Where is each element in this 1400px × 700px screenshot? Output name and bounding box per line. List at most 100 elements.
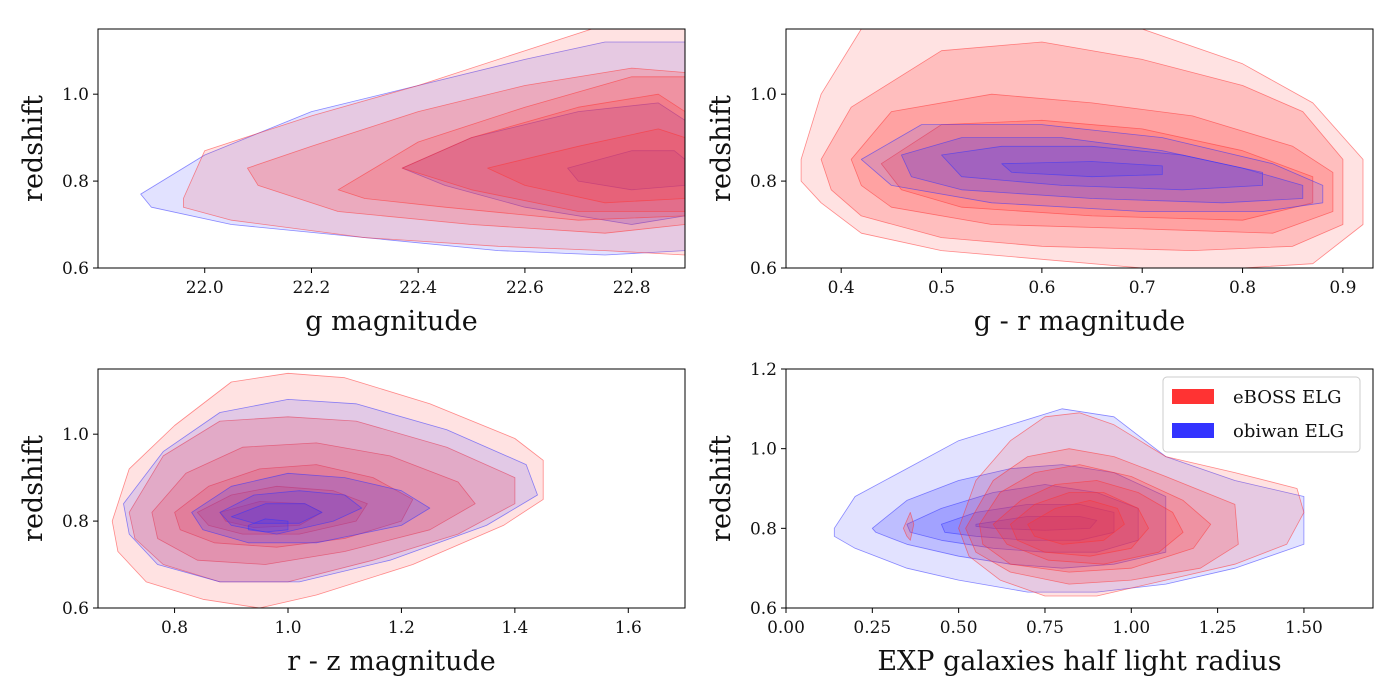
x-axis-label: r - z magnitude (287, 646, 496, 677)
contour-obiwan-elg-level-1 (833, 408, 1305, 593)
contour-obiwan-elg-level-3 (941, 145, 1263, 191)
axes-frame (785, 368, 1374, 609)
series-obiwan-elg (123, 398, 538, 583)
y-tick-label: 0.8 (750, 519, 777, 539)
legend-label-eboss: eBOSS ELG (1233, 387, 1342, 408)
x-axis-label: g magnitude (305, 306, 477, 337)
y-tick-label: 0.8 (750, 172, 777, 192)
contour-eboss-elg-level-4 (880, 119, 1314, 221)
x-tick-label: 0.4 (828, 278, 855, 298)
x-tick-label: 0.8 (1229, 278, 1256, 298)
x-tick-label: 0.7 (1129, 278, 1156, 298)
y-tick-label: 1.0 (62, 85, 89, 105)
contour-eboss-elg-level-5 (196, 485, 368, 535)
x-axis-label: EXP galaxies half light radius (877, 646, 1281, 677)
contour-eboss-elg-level-4 (401, 93, 685, 212)
contour-obiwan-elg-level-1 (123, 398, 538, 583)
contour-obiwan-elg-level-2 (401, 102, 685, 225)
y-tick-label: 0.6 (62, 259, 89, 279)
contour-obiwan-elg-level-2 (191, 472, 431, 544)
contour-layer-0 (140, 29, 685, 256)
x-tick-label: 1.50 (1285, 618, 1323, 638)
series-eboss-elg (111, 372, 544, 608)
contour-eboss-elg-level-5 (487, 128, 685, 204)
y-tick-label: 1.0 (750, 85, 777, 105)
x-tick-label: 22.4 (399, 278, 437, 298)
y-tick-label: 1.0 (62, 425, 89, 445)
contour-obiwan-elg-level-5 (247, 518, 289, 533)
y-tick-label: 0.8 (62, 172, 89, 192)
x-tick-label: 0.00 (767, 618, 805, 638)
y-tick-label: 0.6 (750, 599, 777, 619)
x-tick-label: 0.9 (1329, 278, 1356, 298)
legend-label-obiwan: obiwan ELG (1233, 421, 1344, 442)
x-tick-label: 1.6 (615, 618, 642, 638)
y-axis-label: redshift (706, 435, 737, 542)
x-tick-label: 22.2 (293, 278, 331, 298)
x-tick-label: 1.4 (501, 618, 528, 638)
contour-eboss-elg-level-2 (246, 67, 685, 234)
x-tick-label: 22.6 (506, 278, 544, 298)
y-tick-label: 1.2 (750, 360, 777, 380)
y-axis-label: redshift (18, 95, 49, 202)
contour-obiwan-elg-level-3 (567, 150, 685, 191)
contour-layer-2 (111, 372, 544, 608)
contour-layer-1 (800, 29, 1364, 268)
x-tick-label: 22.0 (186, 278, 224, 298)
x-axis-label: g - r magnitude (974, 306, 1186, 337)
contour-eboss-elg-level-2 (128, 416, 516, 583)
y-tick-label: 0.6 (62, 599, 89, 619)
contour-obiwan-elg-level-1 (860, 124, 1324, 212)
contour-eboss-elg-level-3 (337, 76, 685, 221)
series-obiwan-elg (833, 408, 1305, 593)
contour-eboss-elg-level-5 (1010, 492, 1149, 557)
axes-frame (97, 368, 686, 609)
contour-obiwan-elg-level-4 (1001, 161, 1163, 178)
x-tick-label: 0.8 (161, 618, 188, 638)
x-tick-label: 0.25 (853, 618, 891, 638)
contour-eboss-elg-level-3 (151, 442, 476, 565)
x-tick-label: 0.75 (1026, 618, 1064, 638)
y-tick-label: 0.6 (750, 259, 777, 279)
x-tick-label: 1.0 (274, 618, 301, 638)
contour-eboss-elg-level-1 (958, 412, 1305, 597)
legend: eBOSS ELG obiwan ELG (1162, 376, 1361, 453)
x-tick-label: 0.50 (940, 618, 978, 638)
y-axis-label: redshift (18, 435, 49, 542)
x-tick-label: 0.6 (1028, 278, 1055, 298)
contour-obiwan-elg-level-1 (140, 41, 685, 256)
panel-g-magnitude: 22.0 22.2 22.4 22.6 22.8 0.6 0.8 1.0 g magnitude… (18, 28, 686, 337)
contour-eboss-elg-level-3 (979, 464, 1212, 573)
legend-swatch-eboss (1172, 389, 1214, 404)
x-tick-label: 22.8 (613, 278, 651, 298)
panel-r-z-magnitude: 0.8 1.0 1.2 1.4 1.6 0.6 0.8 1.0 r - z magnitude r… (18, 368, 686, 677)
y-tick-label: 1.0 (750, 440, 777, 460)
x-tick-label: 0.5 (928, 278, 955, 298)
contour-eboss-elg-level-2 (965, 448, 1239, 585)
axes-frame (785, 28, 1374, 269)
y-tick-label: 0.8 (62, 512, 89, 532)
series-eboss-elg (182, 29, 685, 256)
x-tick-label: 1.00 (1112, 618, 1150, 638)
panel-half-light-radius: 0.00 0.25 0.50 0.75 1.00 1.25 1.50 0.6 0.8 1.0 1.2… (706, 360, 1374, 677)
contour-eboss-elg-level-3 (850, 93, 1334, 234)
series-eboss-elg (903, 412, 1305, 597)
contour-layer-3 (833, 408, 1305, 597)
contour-eboss-elg-level-1 (800, 29, 1364, 268)
contour-obiwan-elg-level-5 (975, 516, 1098, 531)
series-eboss-elg (800, 29, 1364, 268)
contour-eboss-elg-level-6 (1027, 499, 1125, 545)
x-tick-label: 1.2 (388, 618, 415, 638)
x-tick-label: 1.25 (1199, 618, 1237, 638)
axes-frame (97, 28, 686, 269)
contour-obiwan-elg-level-2 (901, 137, 1304, 204)
panel-g-r-magnitude: 0.4 0.5 0.6 0.7 0.8 0.9 0.6 0.8 1.0 g - r magnitu… (706, 28, 1374, 337)
series-obiwan-elg (860, 124, 1324, 212)
legend-swatch-obiwan (1172, 423, 1214, 438)
contour-eboss-elg-level-1 (182, 29, 685, 256)
contour-eboss-elg-level-7 (903, 512, 915, 541)
contour-obiwan-elg-level-2 (871, 464, 1167, 569)
series-obiwan-elg (140, 41, 685, 256)
y-axis-label: redshift (706, 95, 737, 202)
